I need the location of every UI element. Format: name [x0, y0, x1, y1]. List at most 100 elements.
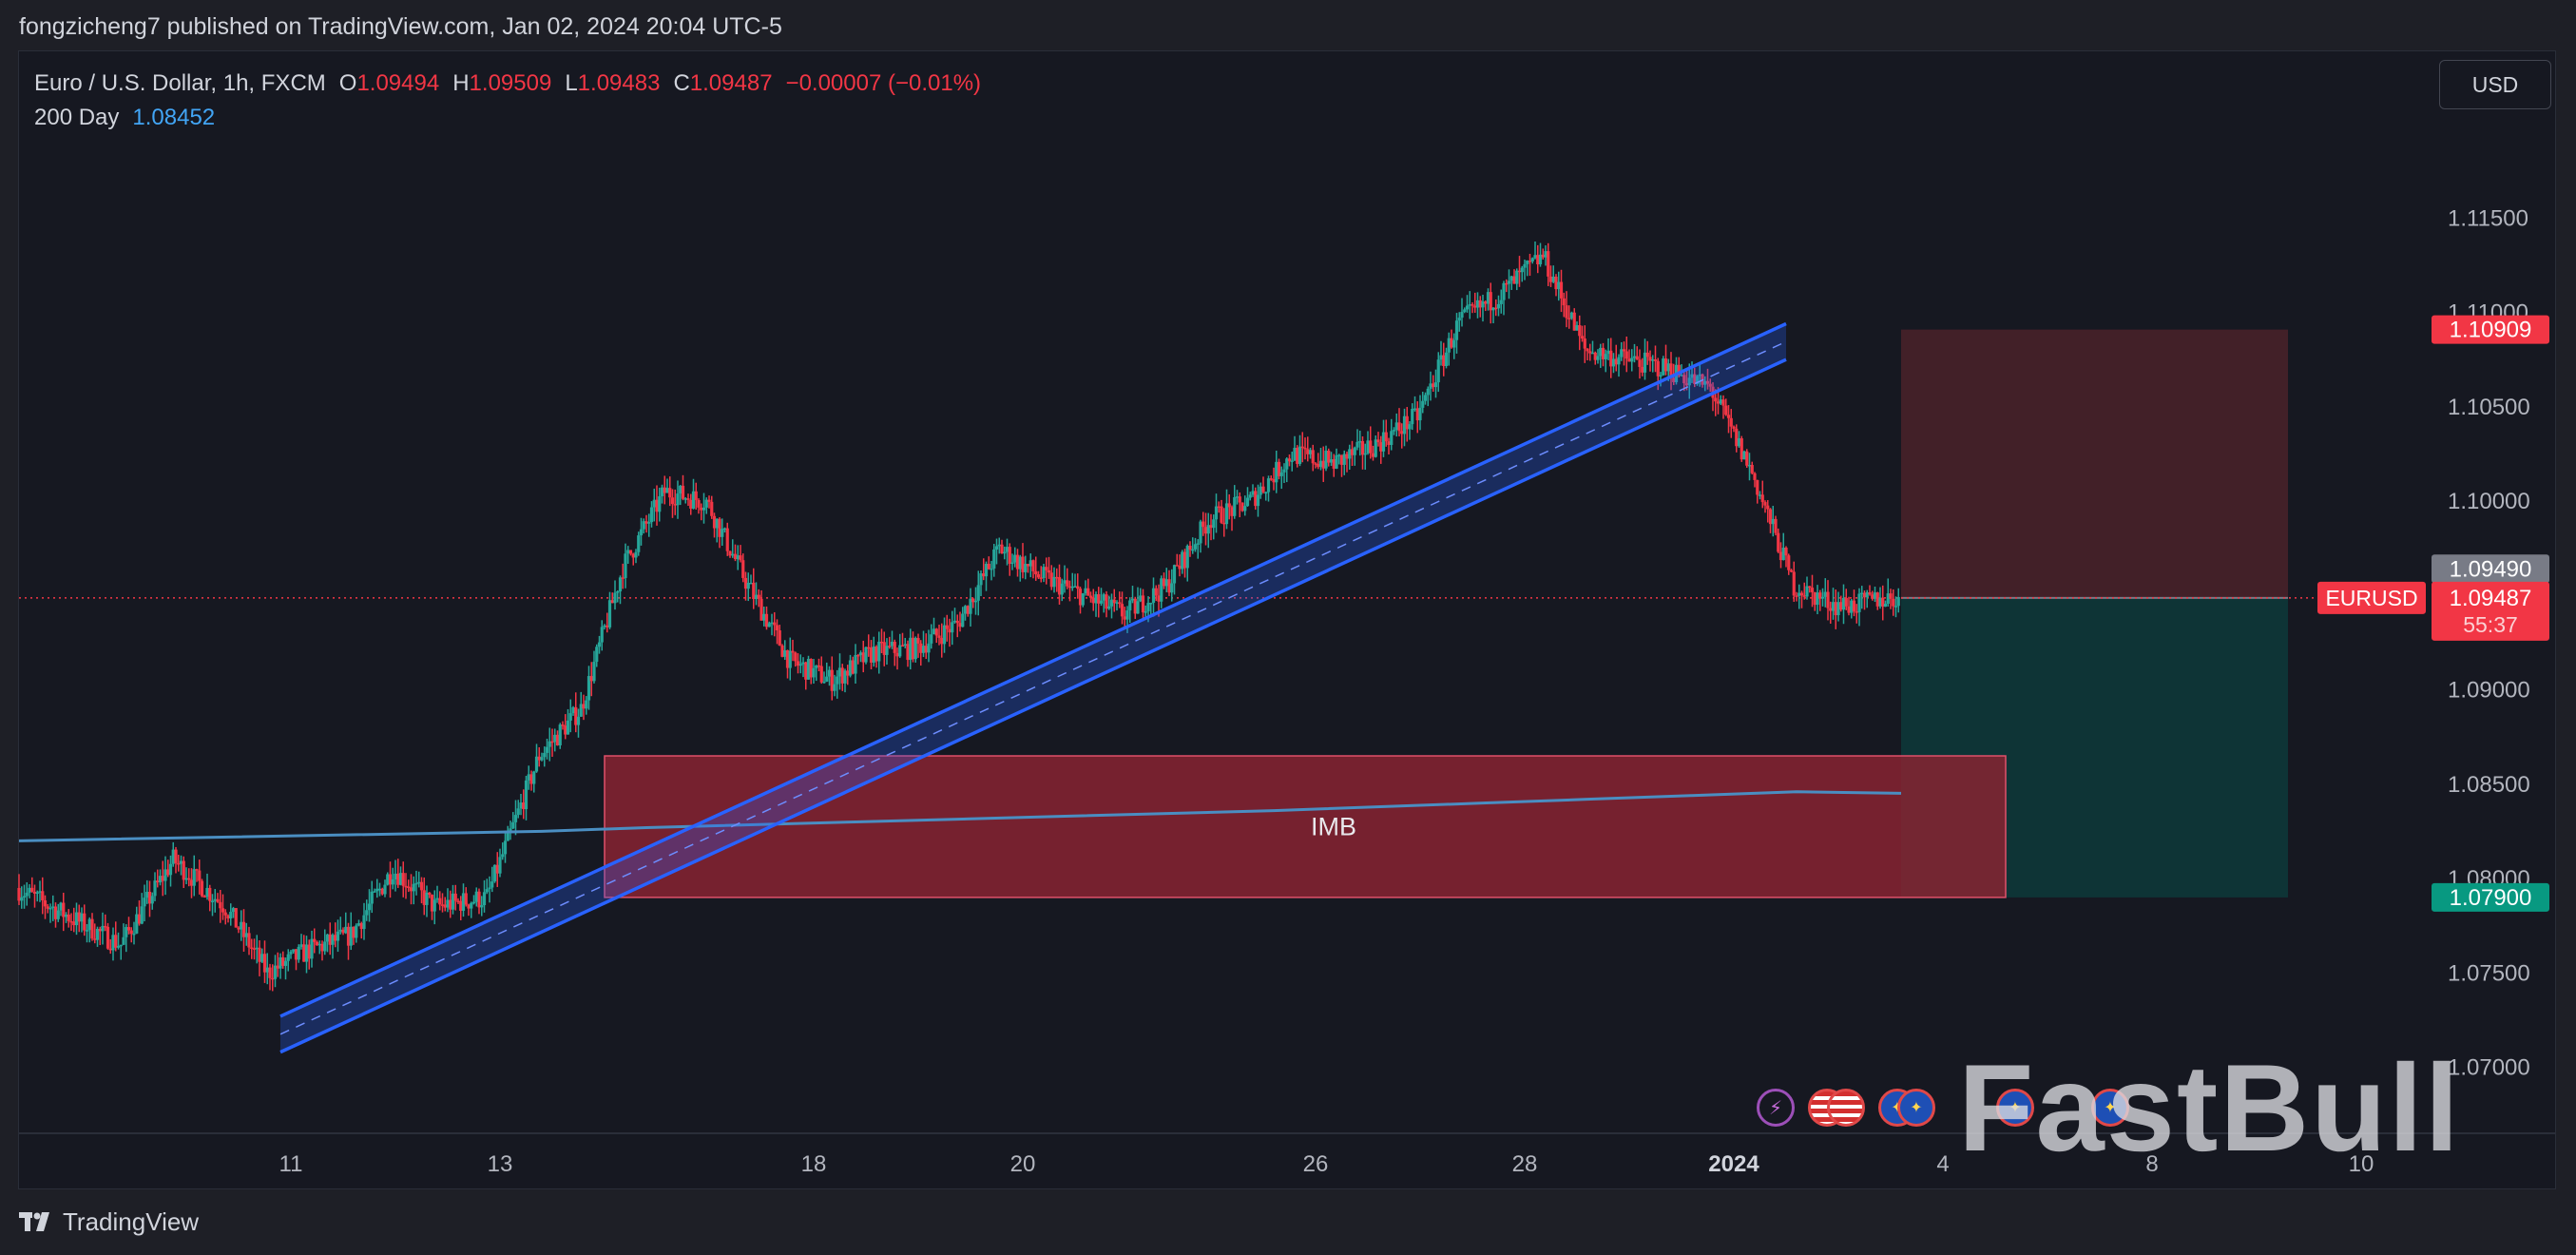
candle[interactable]: [1021, 556, 1025, 572]
candle[interactable]: [545, 746, 549, 753]
candle[interactable]: [237, 927, 240, 930]
candle[interactable]: [1750, 465, 1754, 473]
candle[interactable]: [1076, 586, 1080, 589]
candle[interactable]: [639, 529, 644, 536]
candle[interactable]: [276, 965, 279, 969]
candle[interactable]: [540, 757, 544, 761]
candle[interactable]: [1541, 254, 1545, 258]
candle[interactable]: [1716, 401, 1721, 404]
candle[interactable]: [1648, 357, 1652, 361]
candle[interactable]: [836, 676, 839, 685]
candle[interactable]: [1538, 254, 1543, 265]
candle[interactable]: [736, 555, 740, 560]
candle[interactable]: [548, 741, 551, 747]
candle[interactable]: [503, 840, 508, 855]
candle[interactable]: [1123, 616, 1126, 620]
candle[interactable]: [1332, 458, 1336, 469]
candle[interactable]: [1813, 591, 1817, 606]
candle[interactable]: [352, 926, 356, 938]
candle[interactable]: [1855, 611, 1858, 613]
candle[interactable]: [1405, 415, 1409, 430]
candle[interactable]: [568, 713, 572, 721]
candle[interactable]: [1489, 292, 1492, 311]
candle[interactable]: [1567, 318, 1571, 319]
candle[interactable]: [879, 641, 884, 644]
candle[interactable]: [289, 951, 293, 955]
candle[interactable]: [43, 900, 48, 907]
candle[interactable]: [1290, 460, 1294, 462]
candle[interactable]: [1580, 336, 1585, 339]
candle[interactable]: [1353, 447, 1356, 455]
candle[interactable]: [875, 647, 878, 662]
candle[interactable]: [979, 573, 983, 586]
candle[interactable]: [992, 549, 996, 569]
candle[interactable]: [1224, 503, 1229, 525]
candle[interactable]: [1520, 267, 1524, 273]
candle[interactable]: [566, 720, 570, 735]
candle[interactable]: [1055, 576, 1059, 579]
candle[interactable]: [268, 967, 272, 978]
candle[interactable]: [1105, 594, 1108, 609]
candle[interactable]: [660, 487, 664, 496]
candle[interactable]: [1627, 358, 1631, 362]
candle[interactable]: [1452, 339, 1456, 348]
candle[interactable]: [260, 954, 264, 962]
candle[interactable]: [1586, 348, 1589, 352]
candle[interactable]: [1460, 312, 1464, 319]
candle[interactable]: [1413, 408, 1417, 411]
candle[interactable]: [780, 645, 784, 657]
candle[interactable]: [1635, 356, 1639, 360]
candle[interactable]: [642, 521, 645, 530]
candle[interactable]: [691, 491, 696, 509]
candle[interactable]: [1146, 603, 1150, 612]
candle[interactable]: [527, 774, 530, 781]
candle[interactable]: [649, 507, 654, 523]
candle[interactable]: [226, 915, 230, 919]
candle[interactable]: [595, 647, 599, 663]
candle[interactable]: [22, 896, 27, 898]
candle[interactable]: [1852, 600, 1856, 612]
candle[interactable]: [1018, 556, 1022, 570]
candle[interactable]: [28, 887, 31, 893]
candle[interactable]: [1617, 357, 1621, 365]
candle[interactable]: [1181, 551, 1184, 570]
candle[interactable]: [1212, 519, 1216, 529]
candle[interactable]: [961, 613, 965, 628]
candle[interactable]: [370, 891, 374, 904]
candle[interactable]: [93, 938, 97, 940]
candle[interactable]: [1317, 463, 1320, 468]
candle[interactable]: [1447, 338, 1451, 353]
candle[interactable]: [1432, 383, 1435, 388]
candle[interactable]: [1865, 592, 1869, 598]
candle[interactable]: [1486, 292, 1490, 304]
candle[interactable]: [1162, 578, 1166, 587]
candle[interactable]: [668, 488, 672, 498]
candle[interactable]: [1740, 438, 1743, 460]
candle[interactable]: [373, 891, 376, 893]
candle[interactable]: [313, 938, 317, 942]
candle[interactable]: [1091, 597, 1095, 604]
candle[interactable]: [210, 900, 215, 903]
candle[interactable]: [375, 888, 379, 892]
candle[interactable]: [1209, 525, 1213, 529]
candle[interactable]: [495, 864, 499, 874]
candle[interactable]: [869, 647, 874, 663]
candle[interactable]: [331, 935, 335, 945]
candle[interactable]: [1269, 478, 1273, 480]
candle[interactable]: [428, 892, 432, 896]
stop-loss-zone[interactable]: [1901, 329, 2288, 598]
candle[interactable]: [25, 892, 29, 897]
candle[interactable]: [1028, 560, 1032, 567]
candle[interactable]: [1533, 255, 1537, 259]
candle[interactable]: [98, 928, 102, 932]
candle[interactable]: [1588, 351, 1592, 354]
candle[interactable]: [1329, 458, 1334, 463]
candle[interactable]: [843, 670, 847, 684]
channel-lower-line[interactable]: [279, 357, 1787, 1054]
candle[interactable]: [1468, 304, 1471, 306]
candle[interactable]: [1099, 600, 1104, 604]
candle[interactable]: [1548, 276, 1553, 282]
candle[interactable]: [1763, 502, 1767, 506]
candle[interactable]: [1583, 338, 1586, 349]
candle[interactable]: [1235, 496, 1240, 498]
